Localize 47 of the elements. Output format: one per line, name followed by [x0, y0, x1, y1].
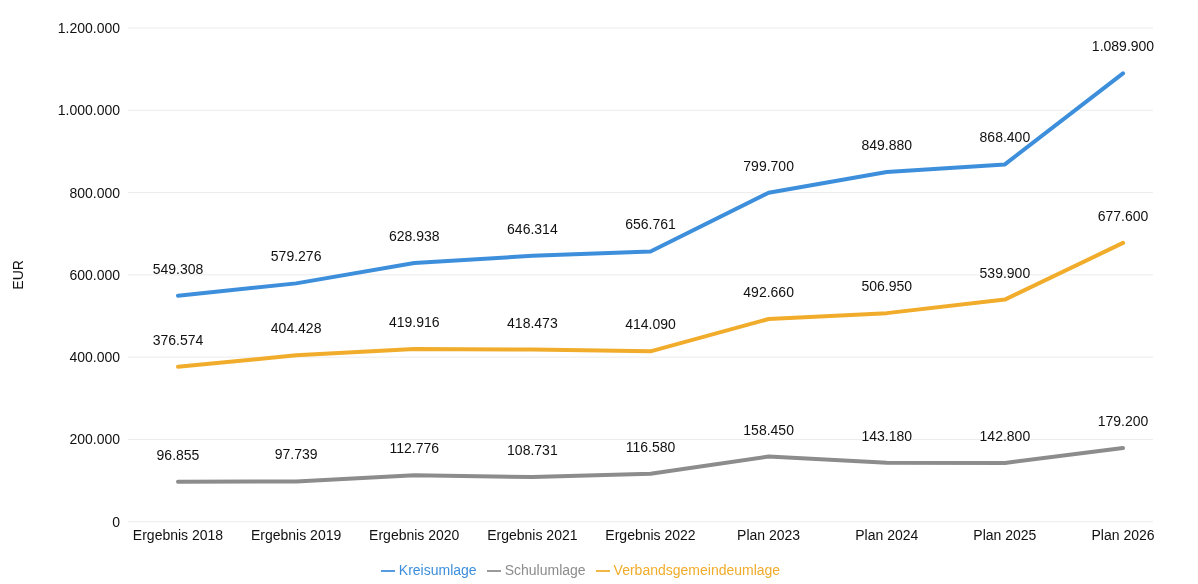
- data-label: 656.761: [625, 216, 677, 233]
- data-label: 646.314: [507, 220, 558, 237]
- data-label: 108.731: [507, 441, 558, 458]
- x-tick-label: Ergebnis 2022: [605, 526, 696, 543]
- data-label: 677.600: [1097, 207, 1149, 224]
- x-tick-label: Ergebnis 2020: [369, 526, 460, 543]
- x-tick-label: Plan 2023: [737, 526, 801, 543]
- data-label: 142.800: [979, 427, 1031, 444]
- x-tick-label: Plan 2025: [973, 526, 1037, 543]
- data-label: 404.428: [270, 320, 322, 337]
- data-label: 419.916: [388, 313, 440, 330]
- y-tick-label: 800.000: [69, 184, 121, 201]
- data-label: 492.660: [743, 284, 795, 301]
- y-tick-label: 1.200.000: [57, 19, 121, 36]
- x-tick-label: Ergebnis 2021: [487, 526, 578, 543]
- data-label: 179.200: [1097, 412, 1149, 429]
- y-tick-label: 200.000: [69, 431, 121, 448]
- data-label: 539.900: [979, 264, 1031, 281]
- data-label: 112.776: [389, 440, 440, 457]
- legend-label: Schulumlage: [504, 561, 586, 578]
- data-label: 158.450: [743, 421, 795, 438]
- data-label: 143.180: [861, 427, 913, 444]
- x-tick-label: Plan 2026: [1091, 526, 1155, 543]
- x-tick-label: Ergebnis 2018: [132, 526, 224, 543]
- data-label: 549.308: [152, 260, 204, 277]
- y-axis-title: EUR: [9, 260, 26, 290]
- data-label: 849.880: [861, 137, 913, 154]
- data-label: 579.276: [270, 248, 322, 265]
- y-tick-label: 600.000: [69, 266, 121, 283]
- data-label: 116.580: [625, 438, 676, 455]
- legend-label: Verbandsgemeindeumlage: [613, 561, 781, 578]
- legend-label: Kreisumlage: [398, 561, 477, 578]
- x-tick-label: Plan 2024: [855, 526, 919, 543]
- x-tick-label: Ergebnis 2019: [250, 526, 342, 543]
- data-label: 376.574: [152, 331, 204, 348]
- data-label: 628.938: [388, 227, 440, 244]
- data-label: 868.400: [979, 129, 1031, 146]
- data-label: 506.950: [861, 278, 913, 295]
- y-tick-label: 400.000: [69, 349, 121, 366]
- data-label: 96.855: [156, 446, 200, 463]
- data-label: 97.739: [274, 446, 318, 463]
- data-label: 414.090: [625, 316, 677, 333]
- y-tick-label: 0: [112, 513, 121, 530]
- data-label: 799.700: [743, 157, 795, 174]
- y-tick-label: 1.000.000: [57, 102, 121, 119]
- data-label: 1.089.900: [1091, 38, 1155, 55]
- data-label: 418.473: [507, 314, 558, 331]
